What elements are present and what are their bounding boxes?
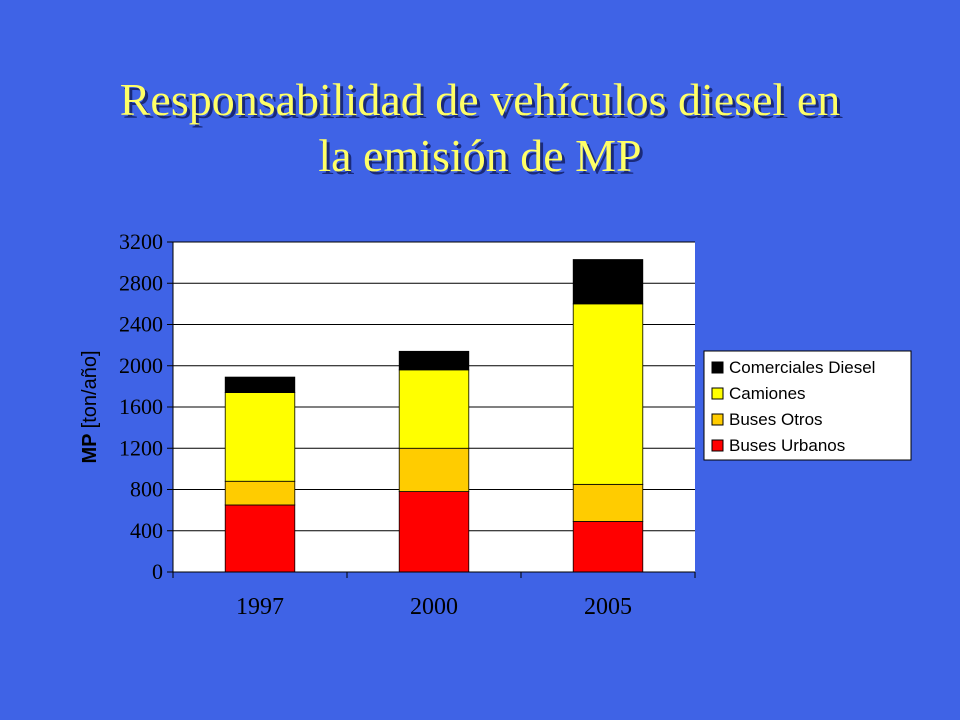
- y-tick-label: 3200: [119, 229, 163, 254]
- bar-segment-comerciales-diesel: [224, 376, 296, 393]
- bar-segment-comerciales-diesel: [572, 259, 644, 305]
- y-tick-label: 1200: [119, 435, 163, 460]
- bars: [224, 259, 644, 573]
- y-tick-label: 2800: [119, 270, 163, 295]
- legend-box: [703, 350, 912, 461]
- bar-segment-buses-otros: [224, 480, 296, 506]
- bar-segment-buses-otros: [398, 447, 470, 492]
- legend: Comerciales Diesel Camiones Buses Otros Bus…: [703, 350, 912, 461]
- x-tick-label: 2000: [410, 594, 458, 620]
- bar-segment-buses-urbanos: [572, 521, 644, 573]
- legend-label: Comerciales Diesel: [729, 358, 875, 377]
- y-tick-label: 800: [130, 477, 163, 502]
- bar-segment-comerciales-diesel: [398, 350, 470, 371]
- title-line-2: la emisión de MP: [318, 130, 642, 181]
- x-tick-labels: 1997 2000 2005: [236, 594, 632, 620]
- axes: [167, 241, 696, 578]
- bar-segment-buses-urbanos: [224, 504, 296, 573]
- legend-label: Buses Urbanos: [729, 436, 845, 455]
- legend-label: Buses Otros: [729, 410, 823, 429]
- legend-swatch: [711, 439, 724, 452]
- y-axis-label: MP [ton/año]: [79, 350, 101, 463]
- bar-segment-camiones: [572, 303, 644, 485]
- bar-segment-camiones: [224, 392, 296, 482]
- legend-swatch: [711, 387, 724, 400]
- bar-segment-buses-otros: [572, 483, 644, 522]
- y-tick-label: 400: [130, 518, 163, 543]
- bar-segment-buses-urbanos: [398, 491, 470, 573]
- title-line-1: Responsabilidad de vehículos diesel en: [119, 74, 841, 125]
- y-tick-label: 1600: [119, 394, 163, 419]
- y-tick-label: 2400: [119, 312, 163, 337]
- x-tick-label: 2005: [584, 594, 632, 620]
- y-tick-label: 2000: [119, 353, 163, 378]
- slide-title: Responsabilidad de vehículos diesel en l…: [0, 72, 960, 184]
- legend-label: Camiones: [729, 384, 806, 403]
- legend-swatch: [711, 361, 724, 374]
- bar-segment-camiones: [398, 369, 470, 449]
- y-tick-label: 0: [152, 559, 163, 584]
- y-axis-label-main: MP: [79, 428, 101, 463]
- y-tick-labels: 0 400 800 1200 1600 2000 2400 2800 3200: [119, 229, 163, 584]
- x-tick-label: 1997: [236, 594, 284, 620]
- legend-swatch: [711, 413, 724, 426]
- y-axis-label-unit: [ton/año]: [79, 350, 101, 428]
